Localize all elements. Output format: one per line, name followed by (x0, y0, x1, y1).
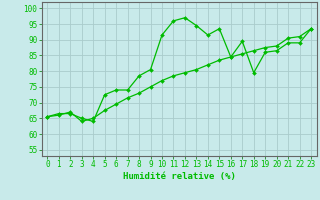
X-axis label: Humidité relative (%): Humidité relative (%) (123, 172, 236, 181)
